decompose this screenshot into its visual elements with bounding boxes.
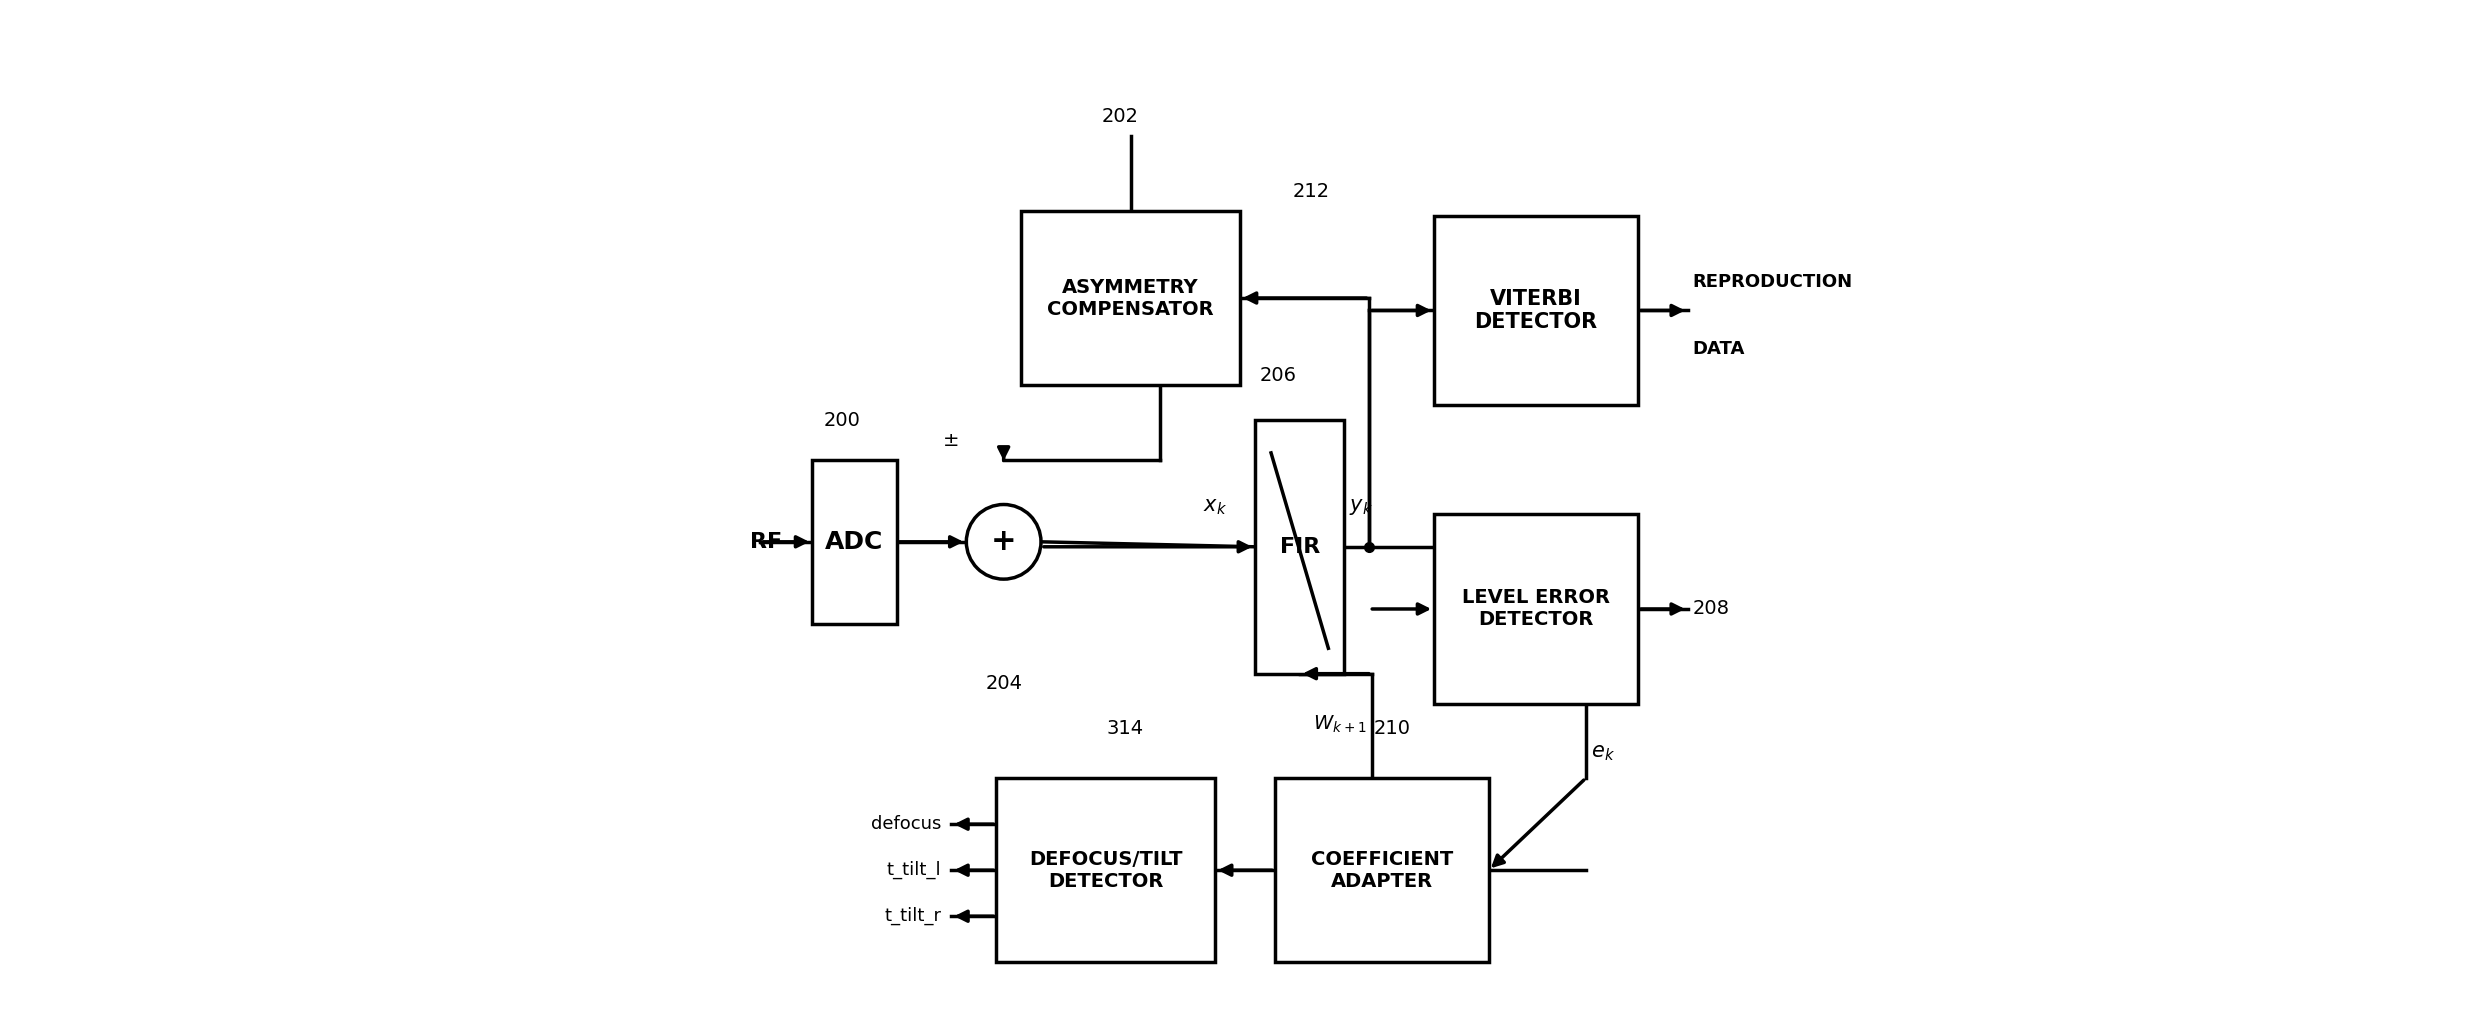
Bar <box>1275 778 1488 963</box>
Text: 206: 206 <box>1260 366 1297 385</box>
Text: 210: 210 <box>1374 719 1411 739</box>
Text: t_tilt_r: t_tilt_r <box>885 907 942 925</box>
Text: 200: 200 <box>823 411 861 430</box>
Text: e$_k$: e$_k$ <box>1590 744 1614 764</box>
Text: COEFFICIENT
ADAPTER: COEFFICIENT ADAPTER <box>1309 850 1453 891</box>
Text: ASYMMETRY
COMPENSATOR: ASYMMETRY COMPENSATOR <box>1047 277 1213 319</box>
Text: VITERBI
DETECTOR: VITERBI DETECTOR <box>1476 289 1597 332</box>
Text: defocus: defocus <box>870 815 942 833</box>
Bar <box>811 460 898 624</box>
Bar <box>1255 420 1344 674</box>
Text: ±: ± <box>942 431 960 450</box>
Text: RF: RF <box>751 532 784 552</box>
Text: 202: 202 <box>1101 107 1138 126</box>
Text: W$_{k+1}$: W$_{k+1}$ <box>1314 713 1366 735</box>
Text: y$_k$: y$_k$ <box>1349 497 1374 517</box>
Bar <box>1433 515 1639 703</box>
Text: 314: 314 <box>1106 719 1143 739</box>
Text: DEFOCUS/TILT
DETECTOR: DEFOCUS/TILT DETECTOR <box>1029 850 1183 891</box>
Text: DATA: DATA <box>1694 340 1746 358</box>
Text: 204: 204 <box>985 674 1022 692</box>
Text: t_tilt_l: t_tilt_l <box>888 861 942 879</box>
Bar <box>997 778 1215 963</box>
Bar <box>1022 211 1240 385</box>
Text: LEVEL ERROR
DETECTOR: LEVEL ERROR DETECTOR <box>1463 588 1610 630</box>
Text: 212: 212 <box>1292 182 1329 201</box>
Text: ADC: ADC <box>826 530 883 554</box>
Text: x$_k$: x$_k$ <box>1203 497 1228 517</box>
Text: 208: 208 <box>1694 599 1729 619</box>
Text: REPRODUCTION: REPRODUCTION <box>1694 272 1853 291</box>
Text: FIR: FIR <box>1280 537 1319 557</box>
Bar <box>1433 216 1639 405</box>
Text: +: + <box>992 528 1017 556</box>
Circle shape <box>967 504 1042 579</box>
